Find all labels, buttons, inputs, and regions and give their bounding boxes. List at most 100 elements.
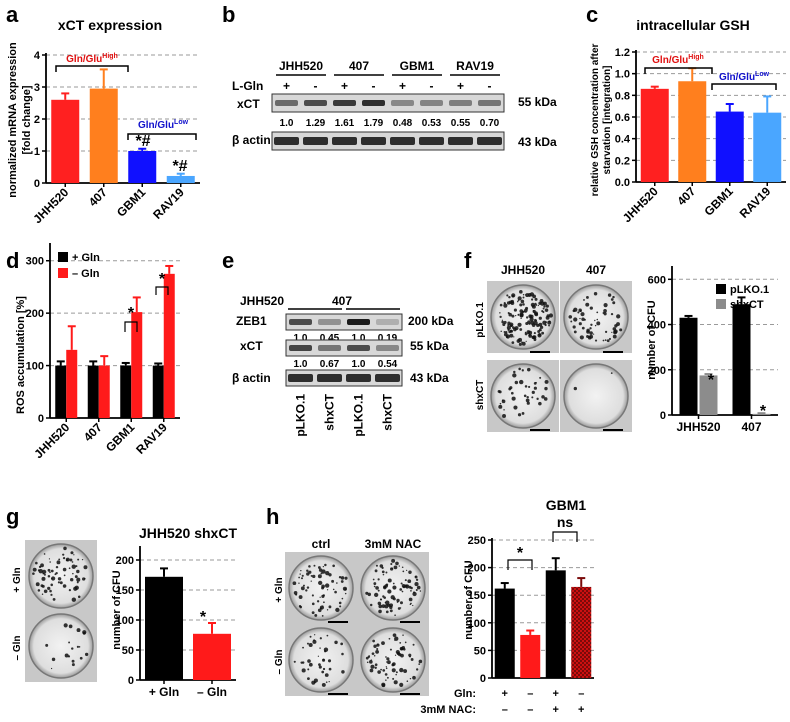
dish-h-ctrl-plus-colony [310, 580, 312, 582]
dish-f-jhh520-plko-colony [525, 294, 527, 296]
panel-h-ylabel: number of CFU [463, 560, 475, 639]
dish-g-plus-gln-colony [69, 558, 73, 562]
dish-h-ctrl-plus-colony [319, 607, 322, 610]
panel-g-sig: * [200, 609, 207, 626]
dish-h-nac-plus-colony [398, 565, 400, 567]
dish-h-nac-plus-colony [408, 597, 413, 602]
dish-f-jhh520-plko-colony [506, 301, 511, 305]
dish-h-ctrl-minus-colony [322, 658, 325, 661]
blot-b-lane-sign: - [430, 79, 434, 93]
dish-g-plus-gln-colony [49, 589, 52, 593]
dish-h-ctrl-plus-colony [334, 590, 337, 594]
dish-h-ctrl-plus-colony [317, 608, 322, 613]
panel-f-ylabel: number of CFU [646, 300, 658, 379]
dish-f-jhh520-shxct-colony [513, 370, 516, 374]
blot-b-xct-band [391, 100, 414, 106]
dish-f-jhh520-shxct-colony [517, 413, 522, 417]
chart-g-ytick-label: 100 [116, 615, 134, 627]
chart-d-ytick-label: 200 [26, 308, 44, 320]
legend-f-swatch-1 [716, 284, 726, 294]
dish-h-nac-minus-colony [384, 673, 388, 676]
chart-c-bar-RAV19 [753, 112, 782, 182]
chart-d-ytick-label: 100 [26, 361, 44, 373]
chart-c-ytick-label: 1.0 [615, 69, 630, 81]
chart-a-bar-GBM1 [128, 151, 157, 183]
panel-c-ylabel-2: starvation [integration] [602, 66, 613, 175]
h-nac-sign: – [527, 704, 533, 716]
dish-g-plus-gln-colony [76, 569, 80, 574]
dish-f-407-plko-colony [612, 334, 617, 339]
dish-f-jhh520-plko-colony [538, 316, 542, 320]
panel-f-row-1: pLKO.1 [475, 302, 486, 338]
blot-b-lane-sign: + [341, 79, 348, 93]
dish-f-jhh520-plko-colony [534, 318, 537, 322]
dish-f-407-plko-colony [581, 326, 585, 330]
dish-g-plus-gln-colony [63, 574, 66, 577]
dish-h-ctrl-minus-colony [325, 681, 328, 683]
panel-d: d ROS accumulation [%] 0 100 200 300 JHH520 4… [6, 243, 180, 461]
dish-f-jhh520-plko-colony [517, 300, 519, 303]
dish-g-minus-gln-colony [68, 624, 73, 629]
blot-b-xct-band [333, 100, 356, 106]
dish-g-plus-gln-colony [37, 569, 41, 572]
dish-h-ctrl-minus-colony [322, 667, 326, 671]
chart-d-bar-– Gln [66, 349, 78, 418]
chart-a-ytick-label: 2 [34, 114, 40, 126]
chart-g: 0 50 100 150 200 + Gln – Gln [116, 546, 236, 699]
dish-h-nac-minus-colony [376, 643, 380, 647]
blot-b-xct-band [478, 100, 501, 106]
dish-h-nac-plus-colony [401, 566, 404, 569]
h-nac-sign: + [578, 704, 584, 716]
dish-h-ctrl-plus-colony [312, 574, 316, 579]
dish-h-ctrl-minus-colony [324, 673, 329, 677]
chart-g-ytick-label: 50 [122, 645, 134, 657]
chart-h-ytick-label: 0 [480, 673, 486, 685]
panel-e: e 1.0 0.45 1.0 0.19 1.0 0.67 1.0 0.54 pLKO.1 shxC… [222, 248, 454, 437]
dish-h-ctrl-minus-colony [328, 667, 332, 671]
dish-g-minus-gln-colony [82, 630, 87, 635]
chart-c-xtick-label: 407 [674, 184, 698, 208]
sig-bracket-d-gbm1 [124, 321, 138, 332]
dish-f-jhh520-plko-colony [508, 312, 512, 317]
panel-a-ylabel-1: normalized mRNA expression [7, 42, 19, 198]
dish-f-jhh520-shxct-colony [531, 390, 535, 394]
dish-f-407-plko-colony [568, 315, 573, 319]
dish-h-nac-minus-colony [403, 669, 408, 673]
panel-e-kda-actin: 43 kDa [410, 371, 449, 385]
dish-g-plus-gln-colony [70, 578, 74, 582]
dish-h-nac-plus-colony [389, 609, 393, 613]
panel-a-title: xCT expression [58, 17, 162, 33]
dish-f-407-plko-colony [602, 339, 605, 342]
chart-h-ytick-label: 200 [468, 563, 486, 575]
dish-h-nac-minus-colony [371, 652, 375, 656]
dish-g-plus-gln-colony [47, 586, 51, 591]
dish-f-jhh520-plko-colony [518, 342, 522, 346]
dish-h-nac-minus-colony [369, 660, 373, 664]
dish-f-jhh520-plko-colony [538, 333, 541, 336]
panel-d-letter: d [6, 248, 19, 273]
dish-h-ctrl-plus-colony [323, 601, 325, 604]
chart-a-bar-JHH520 [51, 99, 80, 183]
dish-f-407-plko-colony [608, 337, 612, 340]
dish-h-ctrl-plus-colony [306, 569, 309, 572]
legend-d-swatch-1 [58, 252, 68, 262]
blot-b-xct-strip [271, 93, 505, 113]
panel-e-line-2: 407 [332, 294, 352, 308]
dish-h-ctrl-plus-colony [306, 586, 310, 589]
dish-h-ctrl-plus-colony [326, 609, 329, 611]
dish-h-nac-minus-colony [385, 661, 388, 663]
dish-h-nac-plus-colony [416, 585, 421, 590]
dish-h-nac-plus-colony [374, 569, 378, 573]
dish-g-plus-gln-colony [57, 577, 62, 581]
dish-h-nac-plus-colony [367, 592, 372, 597]
dish-h-nac-plus-colony [396, 598, 400, 603]
panel-c: c intracellular GSH relative GSH concent… [586, 2, 786, 225]
chart-d-xtick-label: RAV19 [133, 420, 170, 457]
panel-e-row-xct: xCT [240, 339, 263, 353]
dish-f-407-plko-colony [573, 307, 578, 312]
blot-b-lane-sign: + [457, 79, 464, 93]
dish-g-plus-gln-colony [43, 553, 46, 555]
blot-b-xct-value: 0.48 [393, 118, 413, 129]
dish-f-407-plko-colony [594, 319, 596, 322]
chart-c-bar-JHH520 [640, 88, 669, 182]
